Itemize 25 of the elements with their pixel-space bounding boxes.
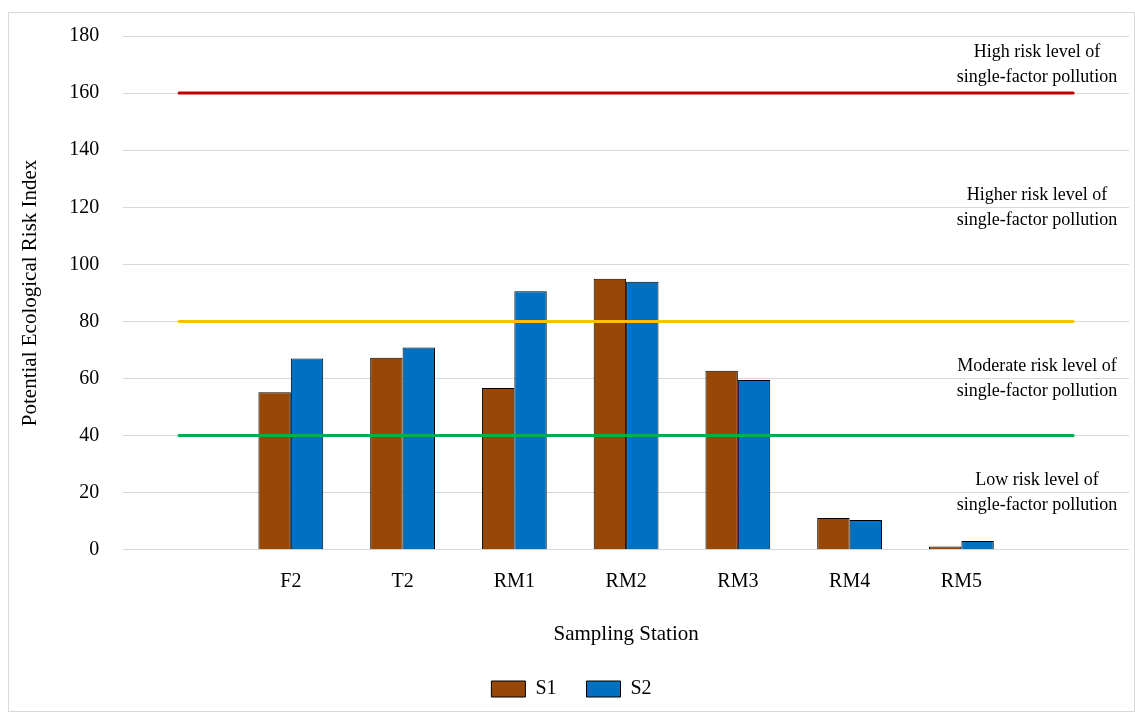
y-tick-label: 160 [69, 80, 100, 103]
annotation: Higher risk level of single-factor pollution [956, 183, 1118, 229]
x-tick-label: RM4 [829, 569, 871, 592]
x-tick-label: T2 [391, 569, 414, 592]
y-axis-title: Potential Ecological Risk Index [17, 159, 42, 427]
legend-label: S1 [535, 676, 557, 699]
x-tick-label: RM2 [605, 569, 647, 592]
y-tick-label: 180 [69, 23, 100, 46]
x-tick-label: RM5 [940, 569, 982, 592]
x-tick-label: RM1 [493, 569, 535, 592]
y-tick-label: 60 [79, 365, 100, 388]
y-tick-label: 100 [69, 251, 100, 274]
y-tick-label: 0 [89, 537, 100, 560]
annotation: High risk level of single-factor pollution [956, 40, 1118, 86]
x-axis-title: Sampling Station [553, 620, 700, 645]
y-tick-label: 80 [79, 308, 100, 331]
y-tick-label: 140 [69, 137, 100, 160]
x-tick-label: RM3 [717, 569, 759, 592]
y-tick-label: 40 [79, 422, 100, 445]
annotation: Low risk level of single-factor pollution [956, 468, 1118, 514]
annotation: Moderate risk level of single-factor pollution [956, 354, 1118, 400]
y-tick-label: 20 [79, 479, 100, 502]
legend-label: S2 [630, 676, 652, 699]
x-tick-label: F2 [280, 569, 302, 592]
y-tick-label: 120 [69, 194, 100, 217]
